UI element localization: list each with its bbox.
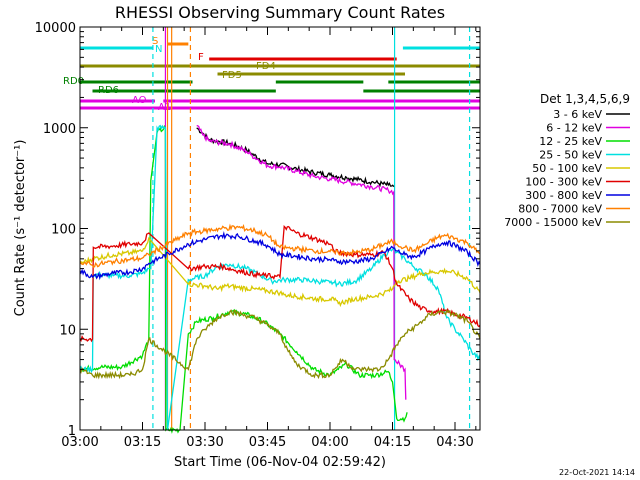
generated-timestamp: 22-Oct-2021 14:14 [559, 468, 635, 477]
legend-label: 7000 - 15000 keV [504, 216, 602, 229]
x-tick-label: 04:00 [311, 435, 348, 450]
legend-label: 100 - 300 keV [525, 176, 602, 189]
flag-label: RD0 [63, 76, 84, 87]
chart-title: RHESSI Observing Summary Count Rates [115, 3, 445, 22]
y-tick-label: 100 [51, 223, 76, 238]
flag-label: S [152, 36, 158, 47]
y-tick-label: 10 [59, 323, 76, 338]
flag-label: N [155, 44, 162, 55]
legend-label: 800 - 7000 keV [518, 203, 602, 216]
legend-label: 50 - 100 keV [532, 162, 602, 175]
x-tick-label: 04:15 [374, 435, 411, 450]
series-line [79, 124, 481, 431]
x-axis-label: Start Time (06-Nov-04 02:59:42) [174, 455, 386, 470]
series-line [79, 236, 481, 308]
y-tick-label: 10000 [35, 21, 76, 36]
y-tick-label: 1000 [43, 122, 76, 137]
flag-bars: SN F FD4 FD5 RD0 RD6 AO A1 [63, 36, 480, 113]
series-line [196, 127, 395, 188]
plot-frame [79, 26, 481, 431]
series-line [79, 308, 481, 380]
legend-label: 3 - 6 keV [553, 108, 602, 121]
x-tick-label: 03:30 [186, 435, 223, 450]
series-lines [79, 124, 481, 434]
legend-label: 6 - 12 keV [546, 122, 602, 135]
legend-label: 25 - 50 keV [539, 149, 602, 162]
series-line [79, 224, 481, 343]
flag-label: A1 [158, 102, 171, 113]
series-line [79, 124, 408, 434]
flag-label: FD4 [256, 61, 276, 72]
flag-label: AO [132, 95, 147, 106]
legend-title: Det 1,3,4,5,6,9 [540, 92, 630, 106]
y-axis-label: Count Rate (s⁻¹ detector⁻¹) [13, 140, 28, 317]
y-tick-label: 1 [68, 424, 76, 439]
x-tick-label: 04:30 [436, 435, 473, 450]
x-tick-label: 03:00 [61, 435, 98, 450]
x-tick-label: 03:15 [124, 435, 161, 450]
x-tick-label: 03:45 [249, 435, 286, 450]
series-line [79, 223, 481, 269]
flag-label: RD6 [98, 85, 119, 96]
flag-label: FD5 [222, 70, 242, 81]
series-line [79, 231, 481, 281]
legend-label: 12 - 25 keV [539, 135, 602, 148]
axes: 03:00 03:15 03:30 03:45 04:00 04:15 04:30 1 10 10… [35, 21, 480, 450]
series-line [196, 124, 407, 400]
flag-label: F [198, 52, 204, 63]
legend-label: 300 - 800 keV [525, 189, 602, 202]
